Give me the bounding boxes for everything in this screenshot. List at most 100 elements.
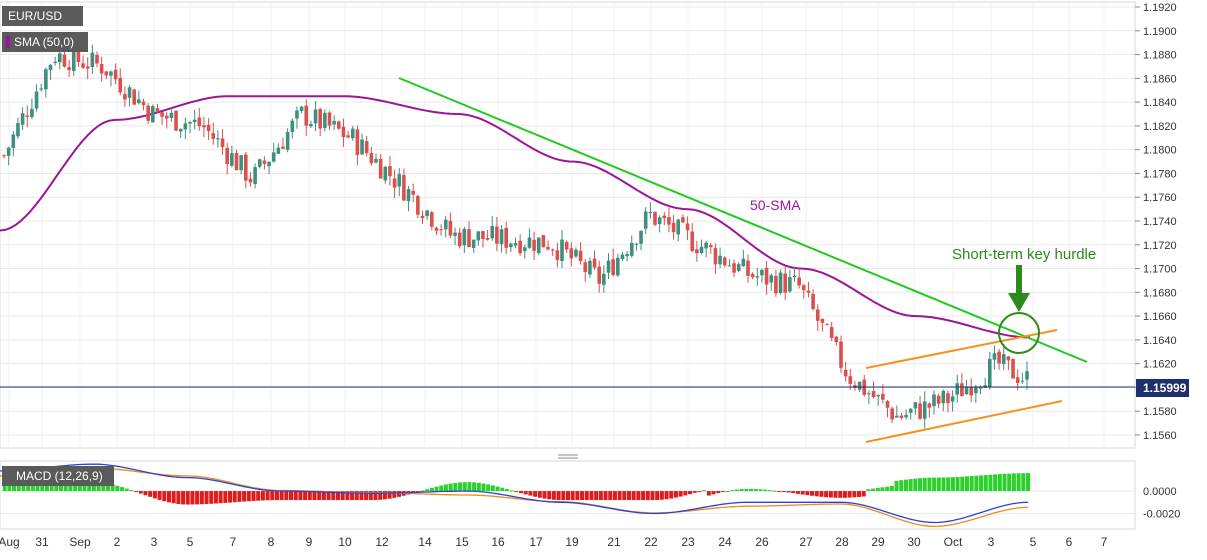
macd-histogram-bar: [960, 476, 965, 492]
macd-histogram-bar: [716, 491, 721, 494]
macd-histogram-bar: [307, 491, 312, 501]
macd-histogram-bar: [781, 491, 786, 493]
x-tick-label: 29: [871, 535, 885, 549]
candle-body: [439, 229, 443, 231]
pane-resize-handle[interactable]: [558, 454, 578, 459]
candle-body: [788, 277, 792, 292]
macd-histogram-bar: [730, 490, 735, 492]
macd-histogram-bar: [232, 491, 237, 503]
macd-histogram-bar: [946, 477, 951, 492]
candle-body: [281, 146, 285, 149]
candle-body: [202, 125, 206, 128]
candle-body: [160, 112, 164, 117]
macd-histogram-bar: [932, 477, 937, 492]
candle-body: [876, 395, 880, 397]
candle-body: [681, 217, 685, 223]
candle-body: [969, 386, 973, 396]
macd-histogram-bar: [777, 491, 782, 493]
candle-body: [797, 277, 801, 286]
macd-histogram-bar: [293, 491, 298, 501]
candle-body: [955, 383, 960, 395]
macd-histogram-bar: [828, 491, 833, 498]
candle-body: [239, 155, 243, 171]
candle-body: [350, 128, 355, 139]
candle-body: [839, 341, 843, 368]
macd-histogram-bar: [955, 476, 960, 492]
y-tick-label: 1.1800: [1143, 145, 1177, 157]
candle-body: [606, 260, 611, 273]
candle-body: [113, 69, 118, 80]
candle-body: [690, 231, 694, 252]
candle-body: [899, 415, 904, 419]
candle-body: [546, 246, 550, 250]
candle-body: [495, 226, 499, 244]
macd-histogram-bar: [758, 489, 763, 492]
macd-histogram-bar: [936, 477, 941, 492]
macd-histogram-bar: [345, 491, 350, 501]
macd-histogram-bar: [852, 491, 857, 498]
x-tick-label: 3: [988, 535, 995, 549]
macd-histogram-bar: [242, 491, 247, 502]
macd-histogram-bar: [1007, 473, 1012, 492]
candle-body: [30, 108, 34, 118]
candle-body: [216, 138, 220, 140]
candle-body: [783, 273, 787, 293]
candle-body: [388, 166, 392, 177]
x-tick-label: 19: [565, 535, 579, 549]
candle-body: [174, 110, 178, 131]
candle-body: [569, 248, 574, 259]
macd-histogram-bar: [1026, 473, 1030, 492]
candle-body: [541, 235, 546, 248]
candle-body: [988, 359, 992, 388]
candle-body: [369, 153, 374, 164]
candle-body: [518, 240, 522, 254]
x-tick-label: 15: [455, 535, 469, 549]
macd-histogram-bar: [396, 491, 401, 497]
macd-histogram-bar: [504, 489, 509, 492]
candle-body: [616, 257, 620, 276]
candle-body: [34, 91, 39, 109]
candle-body: [736, 264, 741, 271]
macd-histogram-bar: [627, 491, 632, 501]
macd-histogram-bar: [382, 491, 387, 500]
candle-body: [206, 124, 211, 132]
macd-histogram-bar: [359, 491, 364, 501]
candle-body: [634, 243, 639, 245]
candle-body: [811, 293, 815, 309]
x-tick-label: Oct: [944, 535, 963, 549]
y-tick-label: 1.1840: [1143, 97, 1177, 109]
candle-body: [225, 147, 229, 165]
candle-body: [657, 217, 662, 225]
candle-body: [936, 395, 941, 404]
macd-histogram-bar: [547, 491, 552, 500]
candle-body: [1011, 359, 1015, 379]
candle-body: [550, 249, 555, 251]
macd-histogram-bar: [166, 491, 171, 503]
macd-histogram-bar: [861, 491, 866, 497]
y-tick-label: 1.1900: [1143, 26, 1177, 38]
candle-body: [127, 87, 132, 98]
macd-histogram-bar: [270, 491, 275, 501]
candle-body: [922, 401, 927, 419]
x-tick-label: 14: [418, 535, 432, 549]
x-tick-label: 3: [151, 535, 158, 549]
macd-histogram-bar: [354, 491, 359, 501]
candle-body: [58, 53, 62, 63]
macd-line: [0, 463, 1029, 524]
downtrend-line: [398, 77, 1088, 363]
macd-histogram-bar: [199, 491, 204, 505]
candle-body: [90, 52, 95, 67]
candle-body: [722, 257, 727, 266]
macd-histogram-bar: [720, 491, 725, 493]
hurdle-circle: [998, 312, 1040, 354]
current-price-tag: 1.15999: [1136, 379, 1189, 397]
price-pane[interactable]: [0, 1, 1136, 449]
candle-body: [829, 327, 834, 338]
candle-body: [490, 226, 495, 239]
candle-body: [155, 108, 160, 112]
candle-body: [104, 71, 109, 76]
candle-body: [1025, 371, 1029, 380]
macd-histogram-bar: [495, 486, 500, 492]
